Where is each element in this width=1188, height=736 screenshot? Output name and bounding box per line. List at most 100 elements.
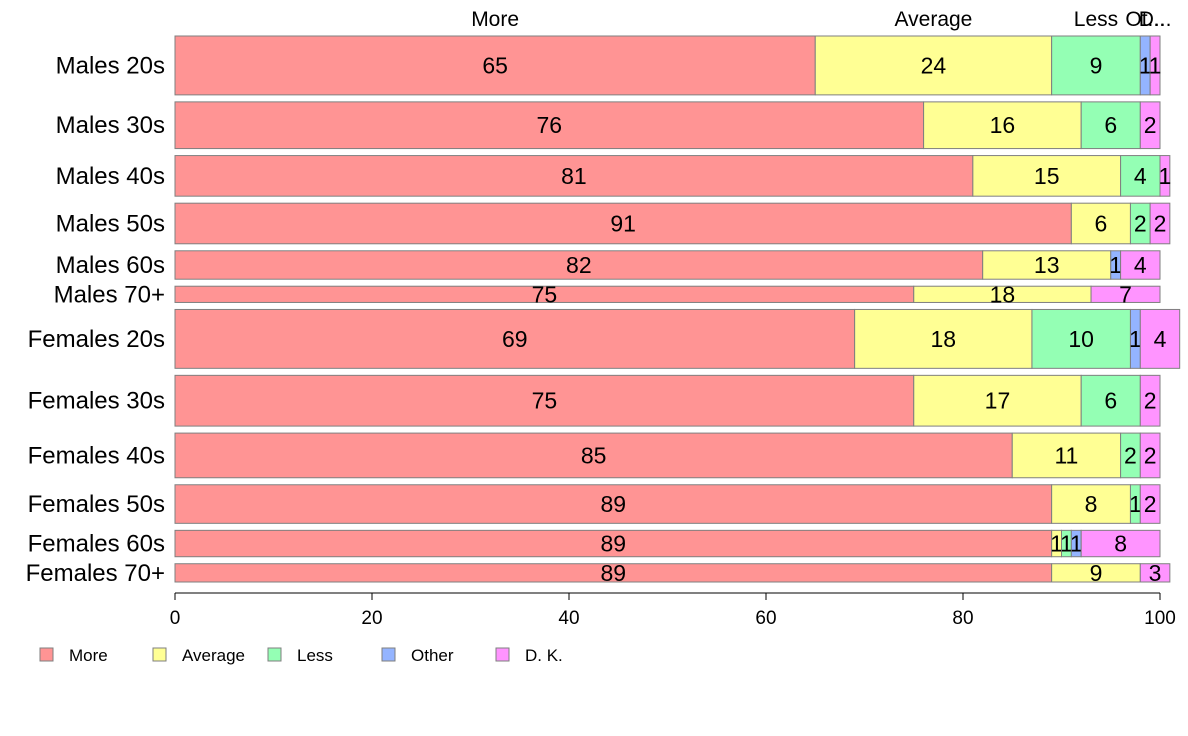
data-label-females-30s-more: 75 <box>532 388 558 414</box>
bar-males-40s-less <box>1120 155 1161 197</box>
data-label-females-30s-average: 17 <box>985 388 1011 414</box>
bar-females-40s-average <box>1011 432 1122 479</box>
top-label-ot: Ot... <box>1125 8 1165 31</box>
category-label-females-40s: Females 40s <box>28 442 165 469</box>
data-label-males-60s-more: 82 <box>566 252 592 278</box>
data-label-females-60s-d-k: 8 <box>1114 531 1127 557</box>
bar-females-60s-d-k <box>1080 529 1161 558</box>
data-label-males-60s-d-k: 4 <box>1134 252 1147 278</box>
legend-label-average: Average <box>182 646 245 665</box>
data-label-males-20s-other: 1 <box>1139 52 1152 78</box>
data-label-males-30s-average: 16 <box>990 112 1016 138</box>
data-label-males-70-average: 18 <box>990 281 1016 307</box>
bar-males-40s-more <box>174 155 974 197</box>
category-label-males-50s: Males 50s <box>56 210 165 237</box>
x-tick-label-20: 20 <box>361 608 382 629</box>
bar-females-40s-d-k <box>1139 432 1161 479</box>
bar-females-50s-d-k <box>1139 484 1161 524</box>
x-tick-label-80: 80 <box>952 608 973 629</box>
legend-swatch-d-k <box>495 647 510 662</box>
data-label-females-50s-less: 1 <box>1129 491 1142 517</box>
data-label-females-40s-less: 2 <box>1124 442 1137 468</box>
data-label-females-60s-other: 1 <box>1070 531 1083 557</box>
legend-swatch-more <box>39 647 54 662</box>
data-label-males-60s-average: 13 <box>1034 252 1060 278</box>
data-label-females-60s-more: 89 <box>601 531 627 557</box>
data-label-males-50s-more: 91 <box>610 210 636 236</box>
legend-swatch-average <box>152 647 167 662</box>
bar-females-30s-average <box>913 374 1082 427</box>
data-label-females-60s-less: 1 <box>1060 531 1073 557</box>
x-tick-label-0: 0 <box>170 608 181 629</box>
legend-swatch-other <box>381 647 396 662</box>
data-label-males-20s-more: 65 <box>482 52 508 78</box>
x-tick-label-60: 60 <box>755 608 776 629</box>
category-label-females-50s: Females 50s <box>28 491 165 518</box>
data-label-males-50s-d-k: 2 <box>1154 210 1167 236</box>
data-label-males-60s-other: 1 <box>1109 252 1122 278</box>
data-label-females-60s-average: 1 <box>1050 531 1063 557</box>
category-label-females-70: Females 70+ <box>26 560 165 587</box>
bar-males-40s-d-k <box>1159 155 1171 197</box>
category-label-males-40s: Males 40s <box>56 163 165 190</box>
bar-males-30s-more <box>174 101 925 150</box>
data-label-females-20s-d-k: 4 <box>1154 326 1167 352</box>
data-label-females-30s-less: 6 <box>1104 388 1117 414</box>
data-label-males-30s-more: 76 <box>537 112 563 138</box>
data-label-females-50s-d-k: 2 <box>1144 491 1157 517</box>
data-label-females-70-d-k: 3 <box>1149 560 1162 586</box>
bar-males-60s-average <box>982 250 1112 280</box>
bar-males-30s-d-k <box>1139 101 1161 150</box>
bar-males-40s-average <box>972 155 1122 197</box>
bar-males-20s-average <box>814 35 1053 96</box>
x-tick-label-40: 40 <box>558 608 579 629</box>
x-tick-label-100: 100 <box>1144 608 1176 629</box>
bar-females-20s-less <box>1031 308 1131 369</box>
data-label-females-50s-average: 8 <box>1085 491 1098 517</box>
legend-label-less: Less <box>297 646 333 665</box>
top-label-less: Less <box>1074 8 1118 31</box>
data-label-females-20s-average: 18 <box>931 326 957 352</box>
category-label-females-30s: Females 30s <box>28 388 165 415</box>
data-label-males-20s-d-k: 1 <box>1149 52 1162 78</box>
data-label-females-20s-other: 1 <box>1129 326 1142 352</box>
bar-males-60s-d-k <box>1120 250 1161 280</box>
data-label-males-20s-less: 9 <box>1090 52 1103 78</box>
data-label-males-40s-more: 81 <box>561 163 587 189</box>
data-label-females-50s-more: 89 <box>601 491 627 517</box>
bar-females-50s-more <box>174 484 1053 524</box>
bar-males-30s-less <box>1080 101 1141 150</box>
category-label-males-30s: Males 30s <box>56 112 165 139</box>
category-label-males-70: Males 70+ <box>54 281 165 308</box>
data-label-females-70-average: 9 <box>1090 560 1103 586</box>
bar-females-70-d-k <box>1139 563 1171 583</box>
data-label-males-40s-d-k: 1 <box>1159 163 1172 189</box>
top-label-d: D... <box>1139 8 1172 31</box>
data-label-males-20s-average: 24 <box>921 52 947 78</box>
bar-females-20s-average <box>854 308 1033 369</box>
legend-label-d-k: D. K. <box>525 646 563 665</box>
bar-males-50s-d-k <box>1149 202 1171 245</box>
data-label-females-20s-more: 69 <box>502 326 528 352</box>
category-label-males-20s: Males 20s <box>56 52 165 79</box>
data-label-males-40s-less: 4 <box>1134 163 1147 189</box>
data-label-males-30s-less: 6 <box>1104 112 1117 138</box>
data-label-males-50s-average: 6 <box>1095 210 1108 236</box>
data-label-females-30s-d-k: 2 <box>1144 388 1157 414</box>
bar-females-40s-more <box>174 432 1013 479</box>
bar-males-30s-average <box>923 101 1082 150</box>
bar-females-60s-more <box>174 529 1053 558</box>
bar-females-30s-more <box>174 374 915 427</box>
bar-males-50s-more <box>174 202 1072 245</box>
top-label-average: Average <box>895 8 973 31</box>
legend-swatch-less <box>267 647 282 662</box>
category-label-females-20s: Females 20s <box>28 326 165 353</box>
category-label-females-60s: Females 60s <box>28 531 165 558</box>
data-label-females-40s-d-k: 2 <box>1144 442 1157 468</box>
bar-females-20s-d-k <box>1139 308 1181 369</box>
data-label-females-40s-average: 11 <box>1054 442 1078 468</box>
data-label-males-30s-d-k: 2 <box>1144 112 1157 138</box>
data-label-males-50s-less: 2 <box>1134 210 1147 236</box>
bar-females-20s-more <box>174 308 856 369</box>
